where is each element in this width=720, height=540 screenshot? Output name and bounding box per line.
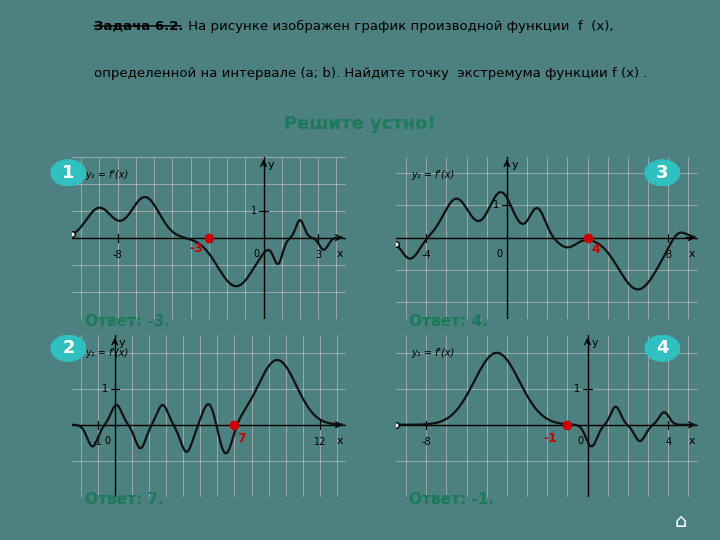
Text: 2: 2 [62,339,75,357]
Circle shape [645,335,680,361]
Text: -1: -1 [544,432,557,445]
Text: -8: -8 [421,437,431,447]
Text: Ответ: 4.: Ответ: 4. [409,314,487,329]
Text: y₁ = f'(x): y₁ = f'(x) [411,348,454,358]
Text: y: y [592,338,599,348]
Circle shape [51,335,86,361]
Text: x: x [337,249,343,259]
Text: 4: 4 [665,437,671,447]
Text: 0: 0 [253,249,260,259]
Text: 1: 1 [62,164,75,182]
Text: y₁ = f'(x): y₁ = f'(x) [86,348,129,358]
Text: 3: 3 [656,164,669,182]
Text: 4: 4 [591,244,600,256]
Text: y₁ = f'(x): y₁ = f'(x) [86,170,129,180]
Circle shape [645,160,680,186]
Text: Задача 6.2.: Задача 6.2. [94,19,183,32]
Circle shape [51,160,86,186]
Text: 1: 1 [574,384,580,394]
Text: 0: 0 [105,436,111,446]
Text: y: y [268,160,274,170]
Text: ⌂: ⌂ [674,511,687,531]
Text: 3: 3 [315,249,321,260]
Text: 0: 0 [577,436,583,446]
Text: определенной на интервале (a; b). Найдите точку  экстремума функции f (x) .: определенной на интервале (a; b). Найдит… [94,67,647,80]
Text: Ответ: -3.: Ответ: -3. [85,314,170,329]
Text: -1: -1 [93,437,102,447]
Text: Ответ: 7.: Ответ: 7. [85,492,163,507]
Text: На рисунке изображен график производной функции  f  (x),: На рисунке изображен график производной … [184,19,613,32]
Text: 4: 4 [656,339,669,357]
Text: -8: -8 [113,249,122,260]
Text: 1: 1 [102,384,108,394]
Text: Решите устно!: Решите устно! [284,115,436,133]
Text: y: y [511,160,518,170]
Text: 8: 8 [665,249,671,260]
Text: x: x [689,249,696,259]
Text: 7: 7 [237,432,246,445]
Text: x: x [689,436,696,446]
Text: y: y [119,338,125,348]
Text: Ответ: -1.: Ответ: -1. [409,492,494,507]
Text: -3: -3 [189,242,203,255]
Text: 12: 12 [314,437,326,447]
Text: 1: 1 [251,206,257,215]
Text: -4: -4 [421,249,431,260]
Text: x: x [337,436,343,446]
Text: y₁ = f'(x): y₁ = f'(x) [411,170,454,180]
Text: 0: 0 [496,249,503,259]
Text: 1: 1 [493,200,500,210]
